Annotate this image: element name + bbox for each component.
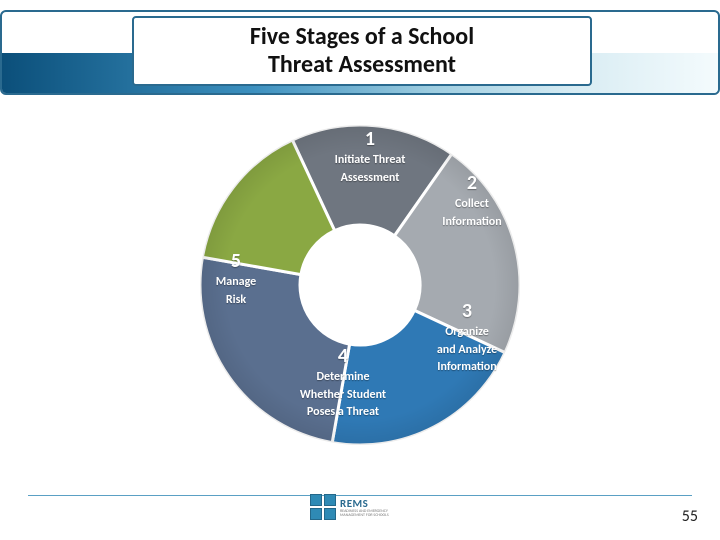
page-number: 55 [682,507,698,526]
segment-label-5: 5ManageRisk [201,250,271,307]
logo-subtext: READINESS AND EMERGENCY MANAGEMENT FOR S… [340,510,410,518]
segment-label-2: 2CollectInformation [427,172,517,229]
footer-logo: REMS READINESS AND EMERGENCY MANAGEMENT … [310,492,410,522]
segment-label-3: 3Organizeand AnalyzeInformation [417,300,517,375]
title-card: Five Stages of a SchoolThreat Assessment [132,16,592,86]
header-band: Five Stages of a SchoolThreat Assessment [0,10,720,95]
segment-label-1: 1Initiate ThreatAssessment [325,128,415,185]
cycle-diagram: 1Initiate ThreatAssessment2CollectInform… [195,120,525,450]
logo-text: REMS [340,497,410,510]
page-title: Five Stages of a SchoolThreat Assessment [250,23,474,78]
logo-tiles-icon [310,494,336,520]
segment-label-4: 4DetermineWhether StudentPoses a Threat [273,345,413,420]
